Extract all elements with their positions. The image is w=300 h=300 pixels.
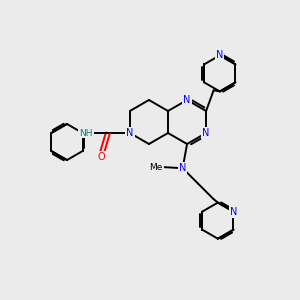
Text: N: N [230, 207, 237, 217]
Text: N: N [216, 50, 224, 60]
Text: N: N [179, 163, 186, 173]
Text: NH: NH [79, 128, 93, 137]
Text: O: O [98, 152, 105, 162]
Text: N: N [126, 128, 134, 138]
Text: N: N [202, 128, 210, 138]
Text: Me: Me [150, 163, 163, 172]
Text: N: N [183, 95, 191, 105]
